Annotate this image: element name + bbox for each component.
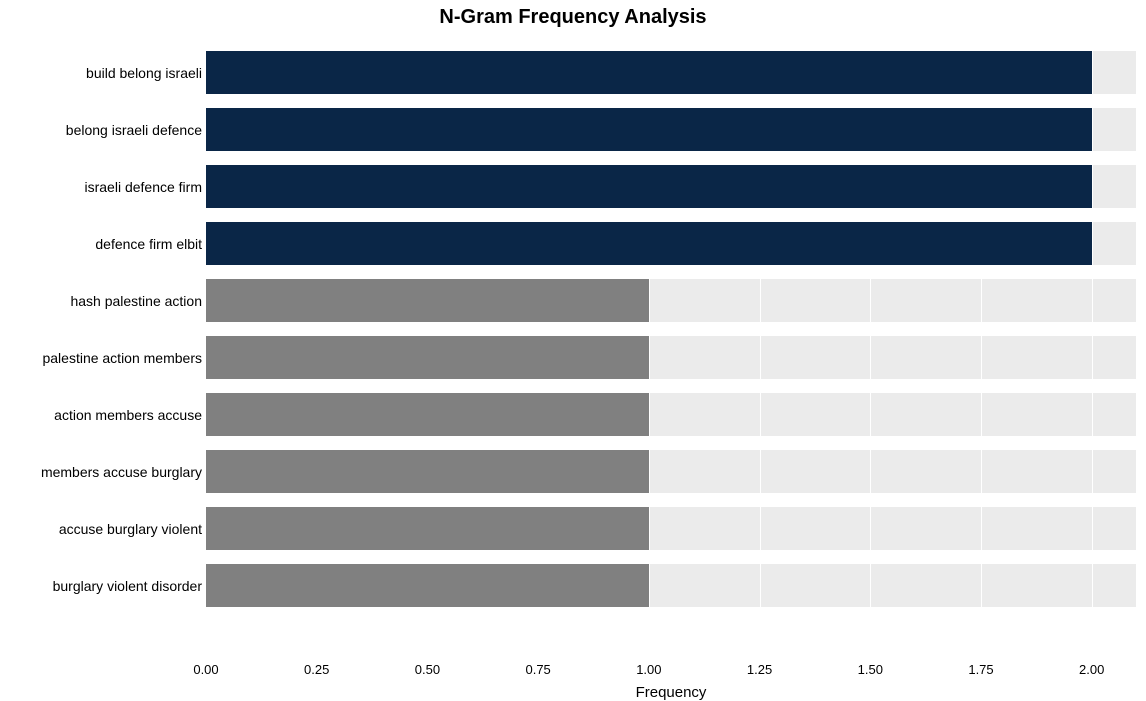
y-axis-category-label: build belong israeli [86,65,206,81]
bar [206,336,649,379]
bar [206,51,1092,94]
y-axis-category-label: action members accuse [54,407,206,423]
y-axis-category-label: belong israeli defence [66,122,206,138]
bar [206,279,649,322]
bar [206,564,649,607]
x-axis-label: Frequency [206,684,1136,701]
x-axis-tick-label: 0.00 [193,642,218,677]
bar [206,393,649,436]
x-axis-tick-label: 2.00 [1079,642,1104,677]
x-axis-tick-label: 1.25 [747,642,772,677]
x-axis-tick-label: 1.75 [968,642,993,677]
x-axis-tick-label: 0.50 [415,642,440,677]
x-axis-tick-label: 1.50 [858,642,883,677]
bar [206,165,1092,208]
bar [206,108,1092,151]
y-axis-category-label: hash palestine action [70,293,206,309]
bar [206,507,649,550]
chart-title: N-Gram Frequency Analysis [0,6,1146,29]
bar [206,450,649,493]
ngram-frequency-chart: N-Gram Frequency Analysis build belong i… [0,0,1146,701]
plot-area: build belong israelibelong israeli defen… [206,37,1136,642]
y-axis-category-label: members accuse burglary [41,464,206,480]
grid-line [1092,37,1093,642]
x-axis-tick-label: 1.00 [636,642,661,677]
x-axis-tick-label: 0.25 [304,642,329,677]
y-axis-category-label: israeli defence firm [85,179,207,195]
x-axis-tick-label: 0.75 [525,642,550,677]
y-axis-category-label: accuse burglary violent [59,521,206,537]
y-axis-category-label: defence firm elbit [95,236,206,252]
y-axis-category-label: palestine action members [42,350,206,366]
bar [206,222,1092,265]
y-axis-category-label: burglary violent disorder [53,578,206,594]
